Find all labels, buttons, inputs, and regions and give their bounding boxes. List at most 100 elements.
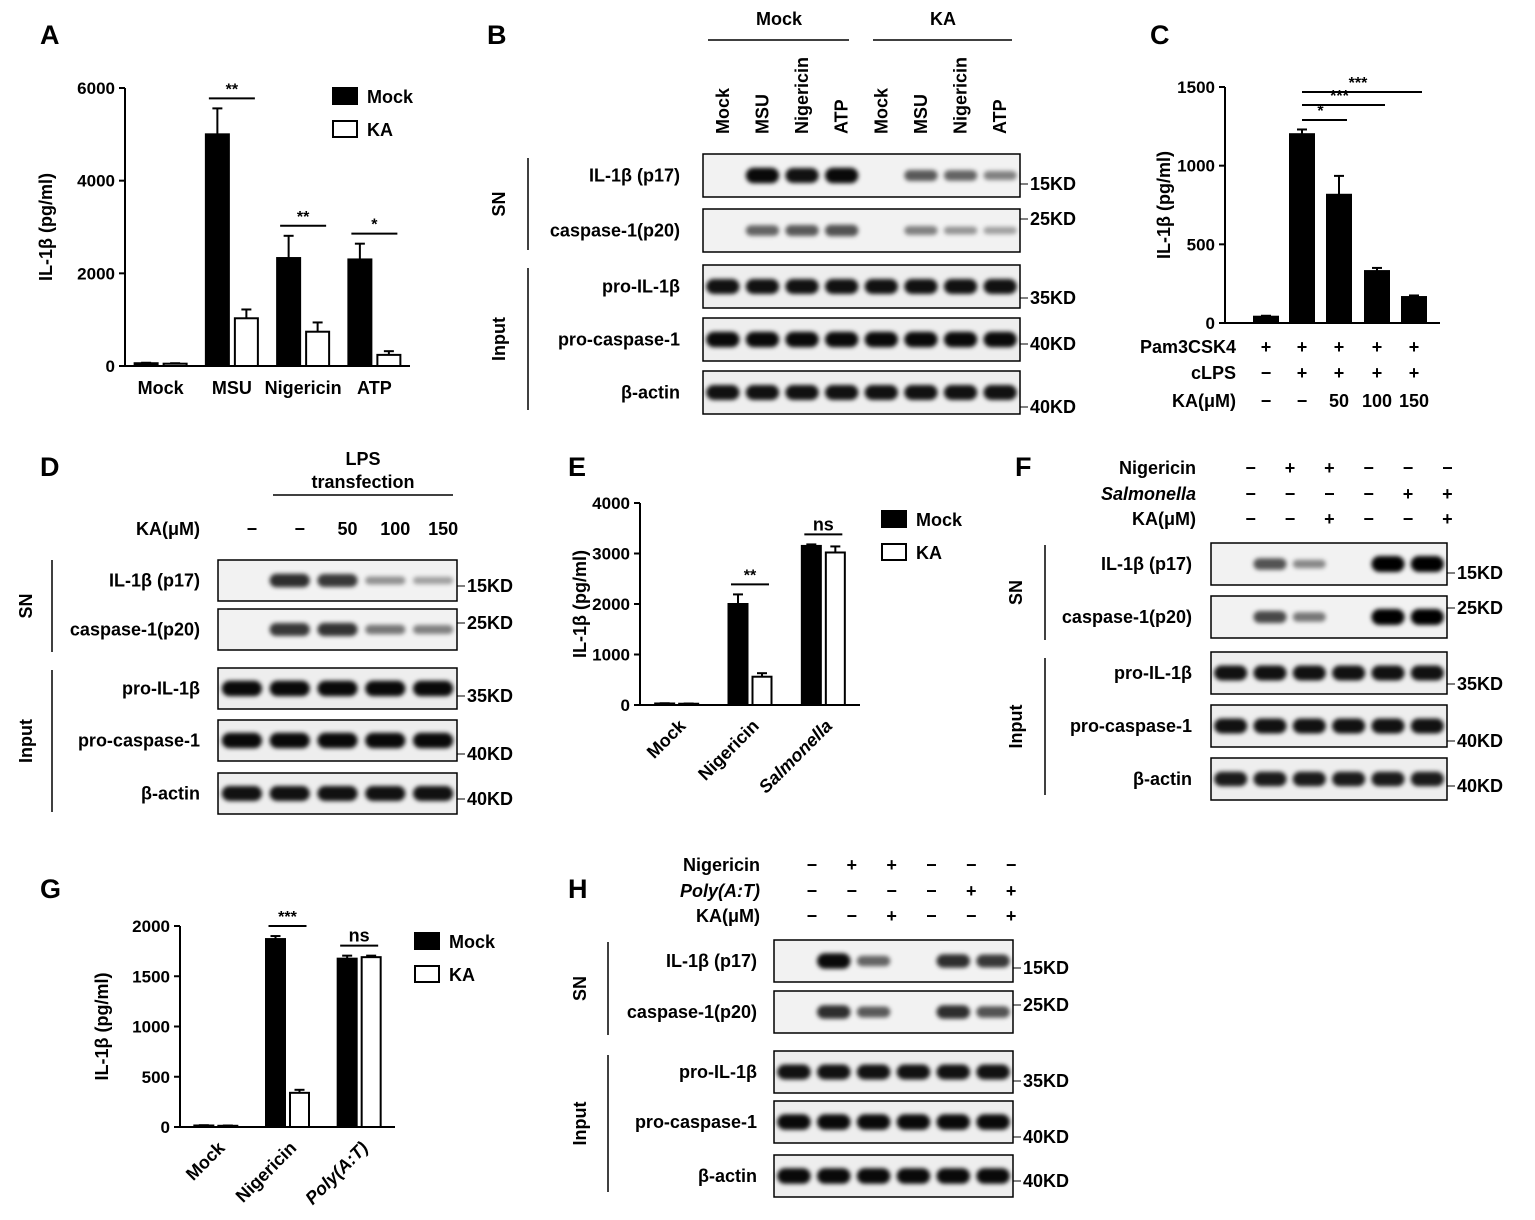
condition-cell: −	[1403, 458, 1414, 478]
y-axis-label: IL-1β (pg/ml)	[1154, 151, 1174, 259]
blot-strip	[773, 1100, 1014, 1144]
condition-cell: −	[1403, 509, 1414, 529]
blot-band	[976, 1006, 1010, 1018]
y-tick-label: 0	[161, 1118, 170, 1137]
significance-mark: ***	[278, 909, 297, 926]
condition-cell: −	[846, 906, 857, 926]
condition-cell: 100	[380, 519, 410, 539]
blot-band	[904, 279, 938, 294]
blot-band	[785, 331, 819, 348]
blot-band	[365, 680, 406, 697]
blot-band	[936, 1168, 970, 1184]
blot-band	[864, 279, 898, 294]
kd-marker-label: 40KD	[1030, 397, 1076, 417]
bar-G	[360, 956, 382, 1129]
blot-band	[936, 1114, 970, 1130]
y-tick-label: 0	[1206, 314, 1215, 333]
blot-row-label: IL-1β (p17)	[666, 951, 757, 971]
condition-cell: +	[1297, 363, 1308, 383]
condition-cell: +	[1334, 363, 1345, 383]
blot-band	[1292, 771, 1326, 787]
x-tick-label: Poly(A:T)	[301, 1138, 372, 1209]
blot-band	[777, 1114, 811, 1130]
blot-row-label: β-actin	[698, 1166, 757, 1186]
significance-mark: ***	[1330, 88, 1349, 105]
blot-band	[745, 167, 780, 184]
legend-swatch	[332, 87, 358, 105]
condition-cell: +	[1403, 484, 1414, 504]
panel-label-c: C	[1150, 20, 1170, 50]
blot-band	[817, 1168, 851, 1184]
kd-marker-label: 25KD	[1023, 995, 1069, 1015]
significance-mark: **	[297, 209, 310, 226]
kd-marker-label: 40KD	[1023, 1127, 1069, 1147]
bar-E	[751, 675, 773, 706]
condition-cell: +	[886, 855, 897, 875]
condition-cell: −	[807, 906, 818, 926]
blot-band	[269, 680, 310, 697]
blot-row-label: caspase-1(p20)	[627, 1002, 757, 1022]
blot-band	[317, 622, 358, 637]
condition-cell: −	[846, 881, 857, 901]
blot-band	[1410, 556, 1444, 572]
blot-band	[904, 331, 938, 348]
condition-cell: −	[1442, 458, 1453, 478]
condition-cell: −	[886, 881, 897, 901]
blot-band	[777, 1168, 811, 1184]
condition-cell: 150	[428, 519, 458, 539]
condition-cell: +	[1334, 337, 1345, 357]
condition-cell: +	[1372, 363, 1383, 383]
y-tick-label: 1500	[1177, 78, 1215, 97]
panel-label-b: B	[487, 20, 507, 50]
bar-A	[276, 257, 302, 367]
blot-band	[413, 680, 454, 697]
kd-marker-label: 35KD	[1023, 1071, 1069, 1091]
kd-marker-label: 40KD	[1457, 776, 1503, 796]
significance-mark: **	[226, 81, 239, 98]
blot-band	[1410, 771, 1444, 787]
significance-mark: *	[371, 217, 378, 234]
bar-A	[347, 258, 373, 367]
blot-band	[413, 576, 454, 585]
blot-band	[1214, 665, 1248, 681]
blot-band	[1253, 718, 1287, 734]
significance-mark: ns	[813, 514, 834, 534]
condition-cell: −	[807, 881, 818, 901]
lane-label: MSU	[752, 94, 772, 134]
kd-marker-label: 40KD	[1030, 334, 1076, 354]
blot-row-label: pro-IL-1β	[679, 1062, 757, 1082]
group-header: KA	[930, 9, 956, 29]
blot-band	[745, 225, 780, 236]
blot-row-label: IL-1β (p17)	[109, 571, 200, 591]
condition-cell: +	[1442, 509, 1453, 529]
lane-label: Mock	[871, 87, 891, 134]
y-tick-label: 6000	[77, 79, 115, 98]
condition-cell: −	[1324, 484, 1335, 504]
condition-cell: −	[1363, 509, 1374, 529]
panel-label-f: F	[1015, 452, 1032, 482]
blot-band	[317, 574, 358, 587]
condition-cell: −	[1363, 484, 1374, 504]
blot-band	[856, 1168, 891, 1184]
section-label-sn: SN	[570, 976, 590, 1001]
y-tick-label: 1500	[132, 967, 170, 986]
blot-band	[706, 331, 740, 348]
blot-band	[825, 224, 859, 237]
blot-strip	[1210, 651, 1448, 695]
blot-band	[825, 167, 859, 184]
blot-band	[936, 1064, 970, 1080]
blot-band	[983, 171, 1017, 180]
bar-C	[1253, 315, 1279, 324]
blot-row-label: β-actin	[1133, 769, 1192, 789]
blot-band	[221, 732, 262, 749]
x-tick-label: Nigericin	[232, 1138, 301, 1207]
lane-label: MSU	[911, 94, 931, 134]
legend-swatch	[414, 932, 440, 950]
bar-C	[1289, 133, 1315, 324]
condition-cell: −	[1363, 458, 1374, 478]
blot-band	[1253, 611, 1287, 623]
blot-band	[1332, 771, 1366, 787]
condition-cell: +	[1324, 458, 1335, 478]
condition-cell: −	[1297, 391, 1308, 411]
